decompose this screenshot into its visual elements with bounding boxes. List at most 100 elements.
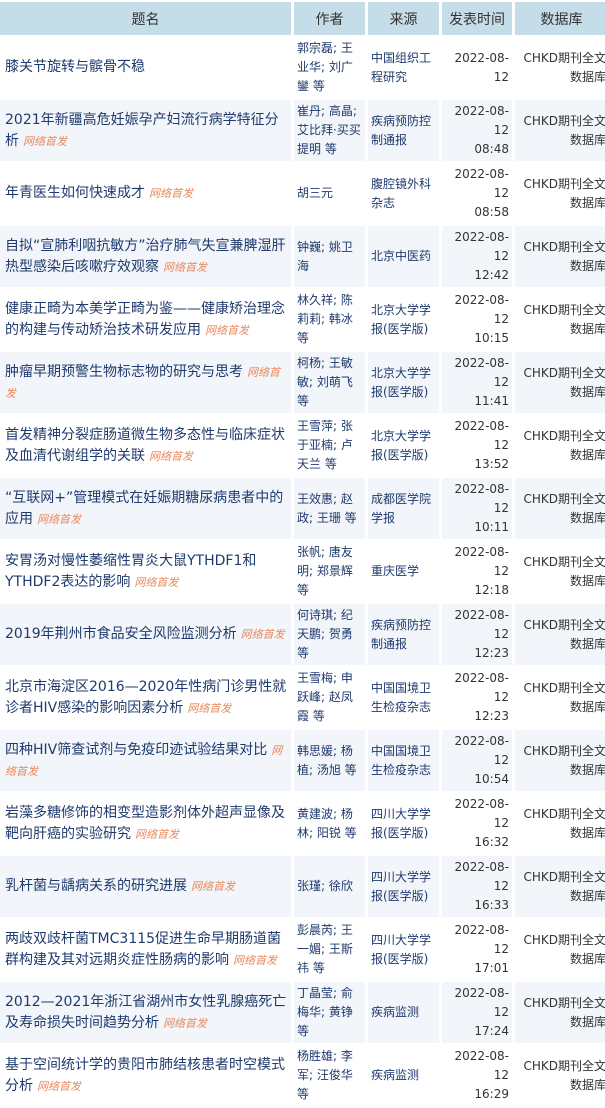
database-cell: CHKD期刊全文数据库 bbox=[523, 302, 605, 336]
date-cell: 2022-08-12 16:32 bbox=[442, 793, 512, 854]
publish-date: 2022-08-12 bbox=[454, 797, 509, 830]
header-database[interactable]: 数据库 bbox=[515, 2, 605, 35]
publish-date: 2022-08-12 bbox=[454, 671, 509, 704]
database-cell: CHKD期刊全文数据库 bbox=[515, 478, 605, 539]
database-cell: CHKD期刊全文数据库 bbox=[523, 428, 605, 462]
date-cell: 2022-08-12 17:01 bbox=[442, 919, 512, 980]
article-title-link[interactable]: 岩藻多糖修饰的相变型造影剂体外超声显像及靶向肝癌的实验研究 bbox=[5, 804, 285, 842]
author-cell[interactable]: 彭晨芮; 王一媚; 王斯祎 等 bbox=[297, 923, 353, 975]
publish-time: 16:33 bbox=[474, 898, 509, 912]
author-cell[interactable]: 黄建波; 杨林; 阳锐 等 bbox=[297, 806, 357, 840]
publish-time: 10:54 bbox=[474, 772, 509, 786]
publish-time: 08:58 bbox=[474, 205, 509, 219]
publish-time: 08:48 bbox=[474, 142, 509, 156]
publish-date: 2022-08-12 bbox=[454, 545, 509, 578]
source-cell[interactable]: 重庆医学 bbox=[371, 564, 420, 578]
source-cell[interactable]: 中国国境卫生检疫杂志 bbox=[368, 730, 439, 791]
source-cell[interactable]: 四川大学学报(医学版) bbox=[368, 856, 439, 917]
date-cell: 2022-08-12 12:23 bbox=[442, 667, 512, 728]
database-cell: CHKD期刊全文数据库 bbox=[515, 226, 605, 287]
source-cell[interactable]: 疾病监测 bbox=[368, 982, 439, 1043]
source-cell[interactable]: 北京大学学报(医学版) bbox=[371, 302, 432, 336]
source-cell[interactable]: 疾病预防控制通报 bbox=[368, 604, 439, 665]
source-cell[interactable]: 北京大学学报(医学版) bbox=[368, 352, 439, 413]
database-cell: CHKD期刊全文数据库 bbox=[515, 100, 605, 161]
article-title-link[interactable]: 乳杆菌与龋病关系的研究进展 bbox=[5, 878, 187, 894]
title-cell: 膝关节旋转与髌骨不稳 bbox=[0, 37, 291, 98]
author-cell[interactable]: 钟巍; 姚卫海 bbox=[294, 226, 365, 287]
article-title-link[interactable]: 2012—2021年浙江省湖州市女性乳腺癌死亡及寿命损失时间趋势分析 bbox=[5, 993, 287, 1031]
header-title[interactable]: 题名 bbox=[0, 2, 291, 35]
author-cell[interactable]: 王雪萍; 张于亚楠; 卢天兰 等 bbox=[297, 419, 353, 471]
article-title-link[interactable]: 安胃汤对慢性萎缩性胃炎大鼠YTHDF1和YTHDF2表达的影响 bbox=[5, 552, 257, 590]
publish-date: 2022-08-12 bbox=[454, 923, 509, 956]
source-cell[interactable]: 疾病预防控制通报 bbox=[368, 100, 439, 161]
table-row: 膝关节旋转与髌骨不稳 郭宗磊; 王业华; 刘广鑾 等中国组织工程研究 2022-08… bbox=[0, 37, 605, 98]
source-cell[interactable]: 中国国境卫生检疫杂志 bbox=[371, 680, 432, 714]
database-cell: CHKD期刊全文数据库 bbox=[523, 680, 605, 714]
publish-date: 2022-08-12 bbox=[454, 734, 509, 767]
author-cell[interactable]: 郭宗磊; 王业华; 刘广鑾 等 bbox=[297, 41, 353, 93]
header-source[interactable]: 来源 bbox=[368, 2, 439, 35]
publish-time: 17:24 bbox=[474, 1024, 509, 1038]
publish-date: 2022-08-12 bbox=[454, 986, 509, 1019]
article-title-link[interactable]: 膝关节旋转与髌骨不稳 bbox=[5, 59, 145, 75]
publish-date: 2022-08-12 bbox=[454, 1049, 509, 1082]
database-cell: CHKD期刊全文数据库 bbox=[515, 730, 605, 791]
author-cell[interactable]: 张瑾; 徐欣 bbox=[294, 856, 365, 917]
table-row: 肿瘤早期预警生物标志物的研究与思考 网络首发 柯杨; 王敏敏; 刘萌飞 等北京大学学… bbox=[0, 352, 605, 413]
article-title-link[interactable]: 年青医生如何快速成才 bbox=[5, 185, 145, 201]
table-row: 2021年新疆高危妊娠孕产妇流行病学特征分析 网络首发 崔丹; 高晶; 艾比拜·买买… bbox=[0, 100, 605, 161]
date-cell: 2022-08-12 16:33 bbox=[442, 856, 512, 917]
table-row: 北京市海淀区2016—2020年性病门诊男性就诊者HIV感染的影响因素分析 网络首… bbox=[0, 667, 605, 728]
database-cell: CHKD期刊全文数据库 bbox=[515, 982, 605, 1043]
article-title-link[interactable]: 2021年新疆高危妊娠孕产妇流行病学特征分析 bbox=[5, 111, 279, 149]
publish-date: 2022-08-12 bbox=[454, 482, 509, 515]
article-title-link[interactable]: “互联网+”管理模式在妊娠期糖尿病患者中的应用 bbox=[5, 489, 284, 527]
database-cell: CHKD期刊全文数据库 bbox=[523, 1058, 605, 1092]
article-title-link[interactable]: 肿瘤早期预警生物标志物的研究与思考 bbox=[5, 363, 243, 380]
header-author[interactable]: 作者 bbox=[294, 2, 365, 35]
title-cell: 年青医生如何快速成才 网络首发 bbox=[0, 163, 291, 224]
source-cell[interactable]: 成都医学院学报 bbox=[368, 478, 439, 539]
database-cell: CHKD期刊全文数据库 bbox=[523, 50, 605, 84]
source-cell[interactable]: 北京中医药 bbox=[368, 226, 439, 287]
publish-date: 2022-08-12 bbox=[454, 419, 509, 452]
online-first-tag: 网络首发 bbox=[240, 628, 285, 641]
source-cell[interactable]: 中国组织工程研究 bbox=[371, 50, 432, 84]
article-title-link[interactable]: 首发精神分裂症肠道微生物多态性与临床症状及血清代谢组学的关联 bbox=[5, 426, 285, 464]
source-cell[interactable]: 四川大学学报(医学版) bbox=[371, 806, 432, 840]
source-cell[interactable]: 疾病监测 bbox=[371, 1068, 420, 1082]
article-title-link[interactable]: 自拟“宣肺利咽抗敏方”治疗肺气失宣兼脾湿肝热型感染后咳嗽疗效观察 bbox=[5, 237, 286, 275]
author-cell[interactable]: 林久祥; 陈莉莉; 韩冰 等 bbox=[297, 293, 353, 345]
author-cell[interactable]: 张帆; 唐友明; 郑景辉 等 bbox=[297, 545, 353, 597]
title-cell: 乳杆菌与龋病关系的研究进展 网络首发 bbox=[0, 856, 291, 917]
online-first-tag: 网络首发 bbox=[134, 575, 179, 589]
database-cell: CHKD期刊全文数据库 bbox=[523, 176, 605, 210]
author-cell[interactable]: 王雪梅; 申跃峰; 赵凤霞 等 bbox=[297, 671, 353, 723]
header-date[interactable]: 发表时间 bbox=[442, 2, 512, 35]
source-cell[interactable]: 腹腔镜外科杂志 bbox=[371, 176, 432, 210]
article-title-link[interactable]: 健康正畸为本美学正畸为鉴——健康矫治理念的构建与传动矫治技术研发应用 bbox=[5, 300, 285, 338]
publish-date: 2022-08-12 bbox=[454, 104, 509, 137]
article-title-link[interactable]: 四种HIV筛查试剂与免疫印迹试验结果对比 bbox=[5, 741, 268, 758]
author-cell[interactable]: 杨胜雄; 李军; 汪俊华 等 bbox=[297, 1049, 353, 1101]
author-cell[interactable]: 胡三元 bbox=[297, 186, 334, 200]
article-title-link[interactable]: 北京市海淀区2016—2020年性病门诊男性就诊者HIV感染的影响因素分析 bbox=[5, 678, 287, 716]
table-row: 两歧双歧杆菌TMC3115促进生命早期肠道菌群构建及其对远期炎症性肠病的影响 网络… bbox=[0, 919, 605, 980]
article-title-link[interactable]: 2019年荆州市食品安全风险监测分析 bbox=[5, 626, 237, 642]
table-row: 四种HIV筛查试剂与免疫印迹试验结果对比 网络首发 韩思媛; 杨植; 汤旭 等中国国… bbox=[0, 730, 605, 791]
author-cell[interactable]: 王效惠; 赵政; 王珊 等 bbox=[294, 478, 365, 539]
table-row: 安胃汤对慢性萎缩性胃炎大鼠YTHDF1和YTHDF2表达的影响 网络首发 张帆; 唐… bbox=[0, 541, 605, 602]
author-cell[interactable]: 崔丹; 高晶; 艾比拜·买买提明 等 bbox=[294, 100, 365, 161]
source-cell[interactable]: 四川大学学报(医学版) bbox=[371, 932, 432, 966]
author-cell[interactable]: 韩思媛; 杨植; 汤旭 等 bbox=[294, 730, 365, 791]
table-row: 岩藻多糖修饰的相变型造影剂体外超声显像及靶向肝癌的实验研究 网络首发 黄建波; 杨林… bbox=[0, 793, 605, 854]
date-cell: 2022-08-12 08:58 bbox=[442, 163, 512, 224]
publish-date: 2022-08-12 bbox=[454, 50, 509, 84]
author-cell[interactable]: 丁晶莹; 俞梅华; 黄铮 等 bbox=[294, 982, 365, 1043]
author-cell[interactable]: 何诗琪; 纪天鹏; 贺勇 等 bbox=[294, 604, 365, 665]
author-cell[interactable]: 柯杨; 王敏敏; 刘萌飞 等 bbox=[294, 352, 365, 413]
source-cell[interactable]: 北京大学学报(医学版) bbox=[371, 428, 432, 462]
table-row: 自拟“宣肺利咽抗敏方”治疗肺气失宣兼脾湿肝热型感染后咳嗽疗效观察 网络首发 钟巍; … bbox=[0, 226, 605, 287]
